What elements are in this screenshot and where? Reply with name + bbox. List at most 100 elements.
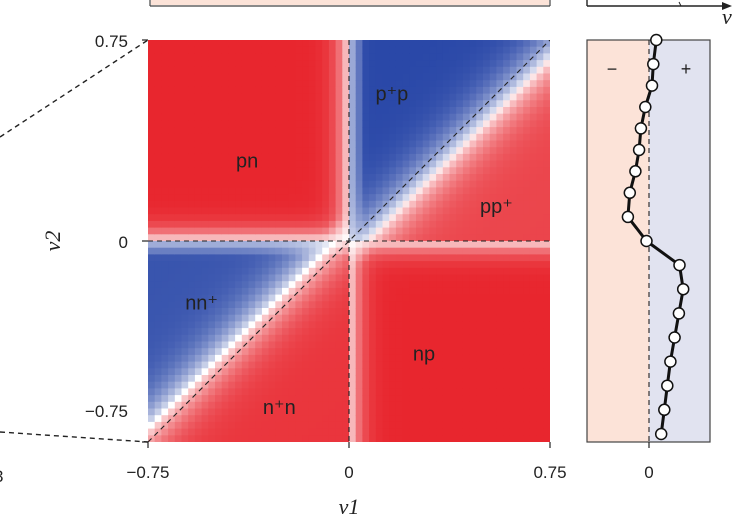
heatmap-cell <box>275 194 283 202</box>
heatmap-cell <box>483 40 491 48</box>
heatmap-cell <box>483 361 491 369</box>
heatmap-cell <box>322 408 330 416</box>
heatmap-cell <box>416 274 424 282</box>
heatmap-cell <box>181 328 189 336</box>
heatmap-cell <box>302 187 310 195</box>
heatmap-cell <box>208 435 216 442</box>
heatmap-cell <box>382 180 390 188</box>
heatmap-cell <box>509 341 518 349</box>
heatmap-cell <box>476 401 484 410</box>
heatmap-cell <box>194 174 203 182</box>
region-label: pn <box>236 151 258 173</box>
heatmap-cell <box>476 247 484 255</box>
heatmap-cell <box>194 140 203 148</box>
heatmap-cell <box>456 160 464 168</box>
heatmap-cell <box>154 120 162 128</box>
heatmap-cell <box>429 207 437 215</box>
heatmap-cell <box>302 227 310 235</box>
heatmap-cell <box>315 167 323 175</box>
heatmap-cell <box>148 247 156 255</box>
heatmap-cell <box>201 294 209 302</box>
heatmap-cell <box>282 375 290 383</box>
heatmap-cell <box>496 234 504 242</box>
heatmap-cell <box>429 40 437 48</box>
heatmap-cell <box>181 46 189 54</box>
heatmap-cell <box>194 428 203 436</box>
heatmap-cell <box>315 368 323 376</box>
heatmap-cell <box>268 160 276 168</box>
heatmap-cell <box>436 214 444 222</box>
heatmap-cell <box>462 113 471 121</box>
heatmap-cell <box>335 127 343 135</box>
heatmap-cell <box>261 334 270 343</box>
heatmap-cell <box>436 40 444 48</box>
heatmap-cell <box>181 66 189 75</box>
heatmap-cell <box>161 167 169 175</box>
heatmap-cell <box>215 428 223 436</box>
heatmap-cell <box>509 388 518 396</box>
heatmap-cell <box>268 234 276 242</box>
heatmap-cell <box>154 113 162 121</box>
heatmap-cell <box>201 375 209 383</box>
heatmap-cell <box>375 160 384 168</box>
heatmap-cell <box>161 40 169 48</box>
heatmap-cell <box>422 160 430 168</box>
heatmap-cell <box>308 388 317 396</box>
heatmap-cell <box>241 395 250 403</box>
heatmap-cell <box>308 314 317 322</box>
heatmap-cell <box>536 294 544 302</box>
heatmap-cell <box>154 395 162 403</box>
heatmap-cell <box>516 147 524 155</box>
heatmap-cell <box>288 53 296 61</box>
heatmap-cell <box>308 73 317 81</box>
left-clipped-label: 3 <box>0 467 3 486</box>
heatmap-cell <box>288 308 296 316</box>
heatmap-cell <box>181 93 189 101</box>
heatmap-cell <box>355 408 363 416</box>
heatmap-cell <box>315 314 323 322</box>
heatmap-cell <box>362 341 370 349</box>
heatmap-cell <box>489 401 497 410</box>
heatmap-cell <box>422 93 430 101</box>
heatmap-cell <box>409 368 417 376</box>
heatmap-cell <box>355 314 363 322</box>
heatmap-cell <box>188 428 196 436</box>
heatmap-cell <box>382 421 390 430</box>
heatmap-cell <box>322 334 330 343</box>
heatmap-cell <box>181 254 189 262</box>
heatmap-cell <box>509 334 518 343</box>
heatmap-cell <box>335 328 343 336</box>
heatmap-cell <box>261 180 270 188</box>
heatmap-cell <box>241 66 250 75</box>
heatmap-cell <box>322 281 330 289</box>
heatmap-cell <box>161 435 169 442</box>
heatmap-cell <box>422 247 430 255</box>
heatmap-cell <box>496 274 504 282</box>
heatmap-cell <box>148 234 156 242</box>
heatmap-cell <box>308 401 317 410</box>
heatmap-cell <box>516 220 524 229</box>
heatmap-cell <box>208 107 216 115</box>
heatmap-cell <box>168 274 176 282</box>
heatmap-cell <box>194 274 203 282</box>
heatmap-cell <box>208 274 216 282</box>
heatmap-cell <box>148 120 156 128</box>
heatmap-cell <box>362 334 370 343</box>
heatmap-cell <box>342 187 350 195</box>
heatmap-cell <box>523 214 531 222</box>
heatmap-cell <box>288 120 296 128</box>
heatmap-cell <box>422 220 430 229</box>
heatmap-cell <box>328 73 337 81</box>
heatmap-cell <box>382 194 390 202</box>
heatmap-cell <box>282 388 290 396</box>
heatmap-cell <box>268 187 276 195</box>
heatmap-cell <box>328 368 337 376</box>
y-tick-mid: 0 <box>119 233 128 252</box>
heatmap-cell <box>462 395 471 403</box>
heatmap-cell <box>543 86 550 95</box>
heatmap-cell <box>543 381 550 389</box>
heatmap-cell <box>389 395 397 403</box>
heatmap-cell <box>248 214 256 222</box>
heatmap-cell <box>422 73 430 81</box>
heatmap-cell <box>496 40 504 48</box>
